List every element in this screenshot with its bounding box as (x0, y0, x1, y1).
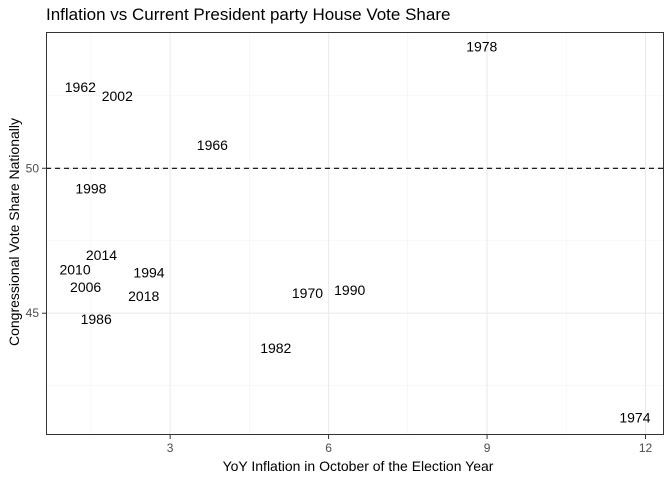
point-label-1962: 1962 (65, 79, 96, 95)
y-axis-title: Congressional Vote Share Nationally (6, 118, 22, 346)
point-label-1998: 1998 (75, 181, 106, 197)
x-tick-label: 9 (484, 441, 491, 455)
point-label-1966: 1966 (197, 137, 228, 153)
point-label-1970: 1970 (292, 285, 323, 301)
chart-title: Inflation vs Current President party Hou… (46, 5, 450, 24)
point-label-1986: 1986 (81, 311, 112, 327)
x-tick-label: 6 (325, 441, 332, 455)
point-label-1974: 1974 (619, 410, 650, 426)
point-label-2002: 2002 (102, 88, 133, 104)
point-label-1990: 1990 (334, 282, 365, 298)
minor-grid (46, 32, 664, 435)
y-tick-label: 50 (26, 161, 40, 175)
point-label-1994: 1994 (133, 265, 164, 281)
point-label-2006: 2006 (70, 279, 101, 295)
x-axis-ticks: 3 6 9 12 (167, 435, 653, 455)
x-tick-label: 12 (639, 441, 653, 455)
x-tick-label: 3 (167, 441, 174, 455)
x-axis-title: YoY Inflation in October of the Election… (223, 458, 494, 474)
y-axis-ticks: 45 50 (26, 161, 46, 320)
major-grid (46, 32, 664, 435)
point-label-2018: 2018 (128, 288, 159, 304)
point-label-1982: 1982 (260, 340, 291, 356)
point-label-2010: 2010 (59, 262, 90, 278)
point-label-2014: 2014 (86, 247, 117, 263)
y-tick-label: 45 (26, 306, 40, 320)
panel-border (46, 32, 664, 435)
point-label-1978: 1978 (466, 38, 497, 54)
